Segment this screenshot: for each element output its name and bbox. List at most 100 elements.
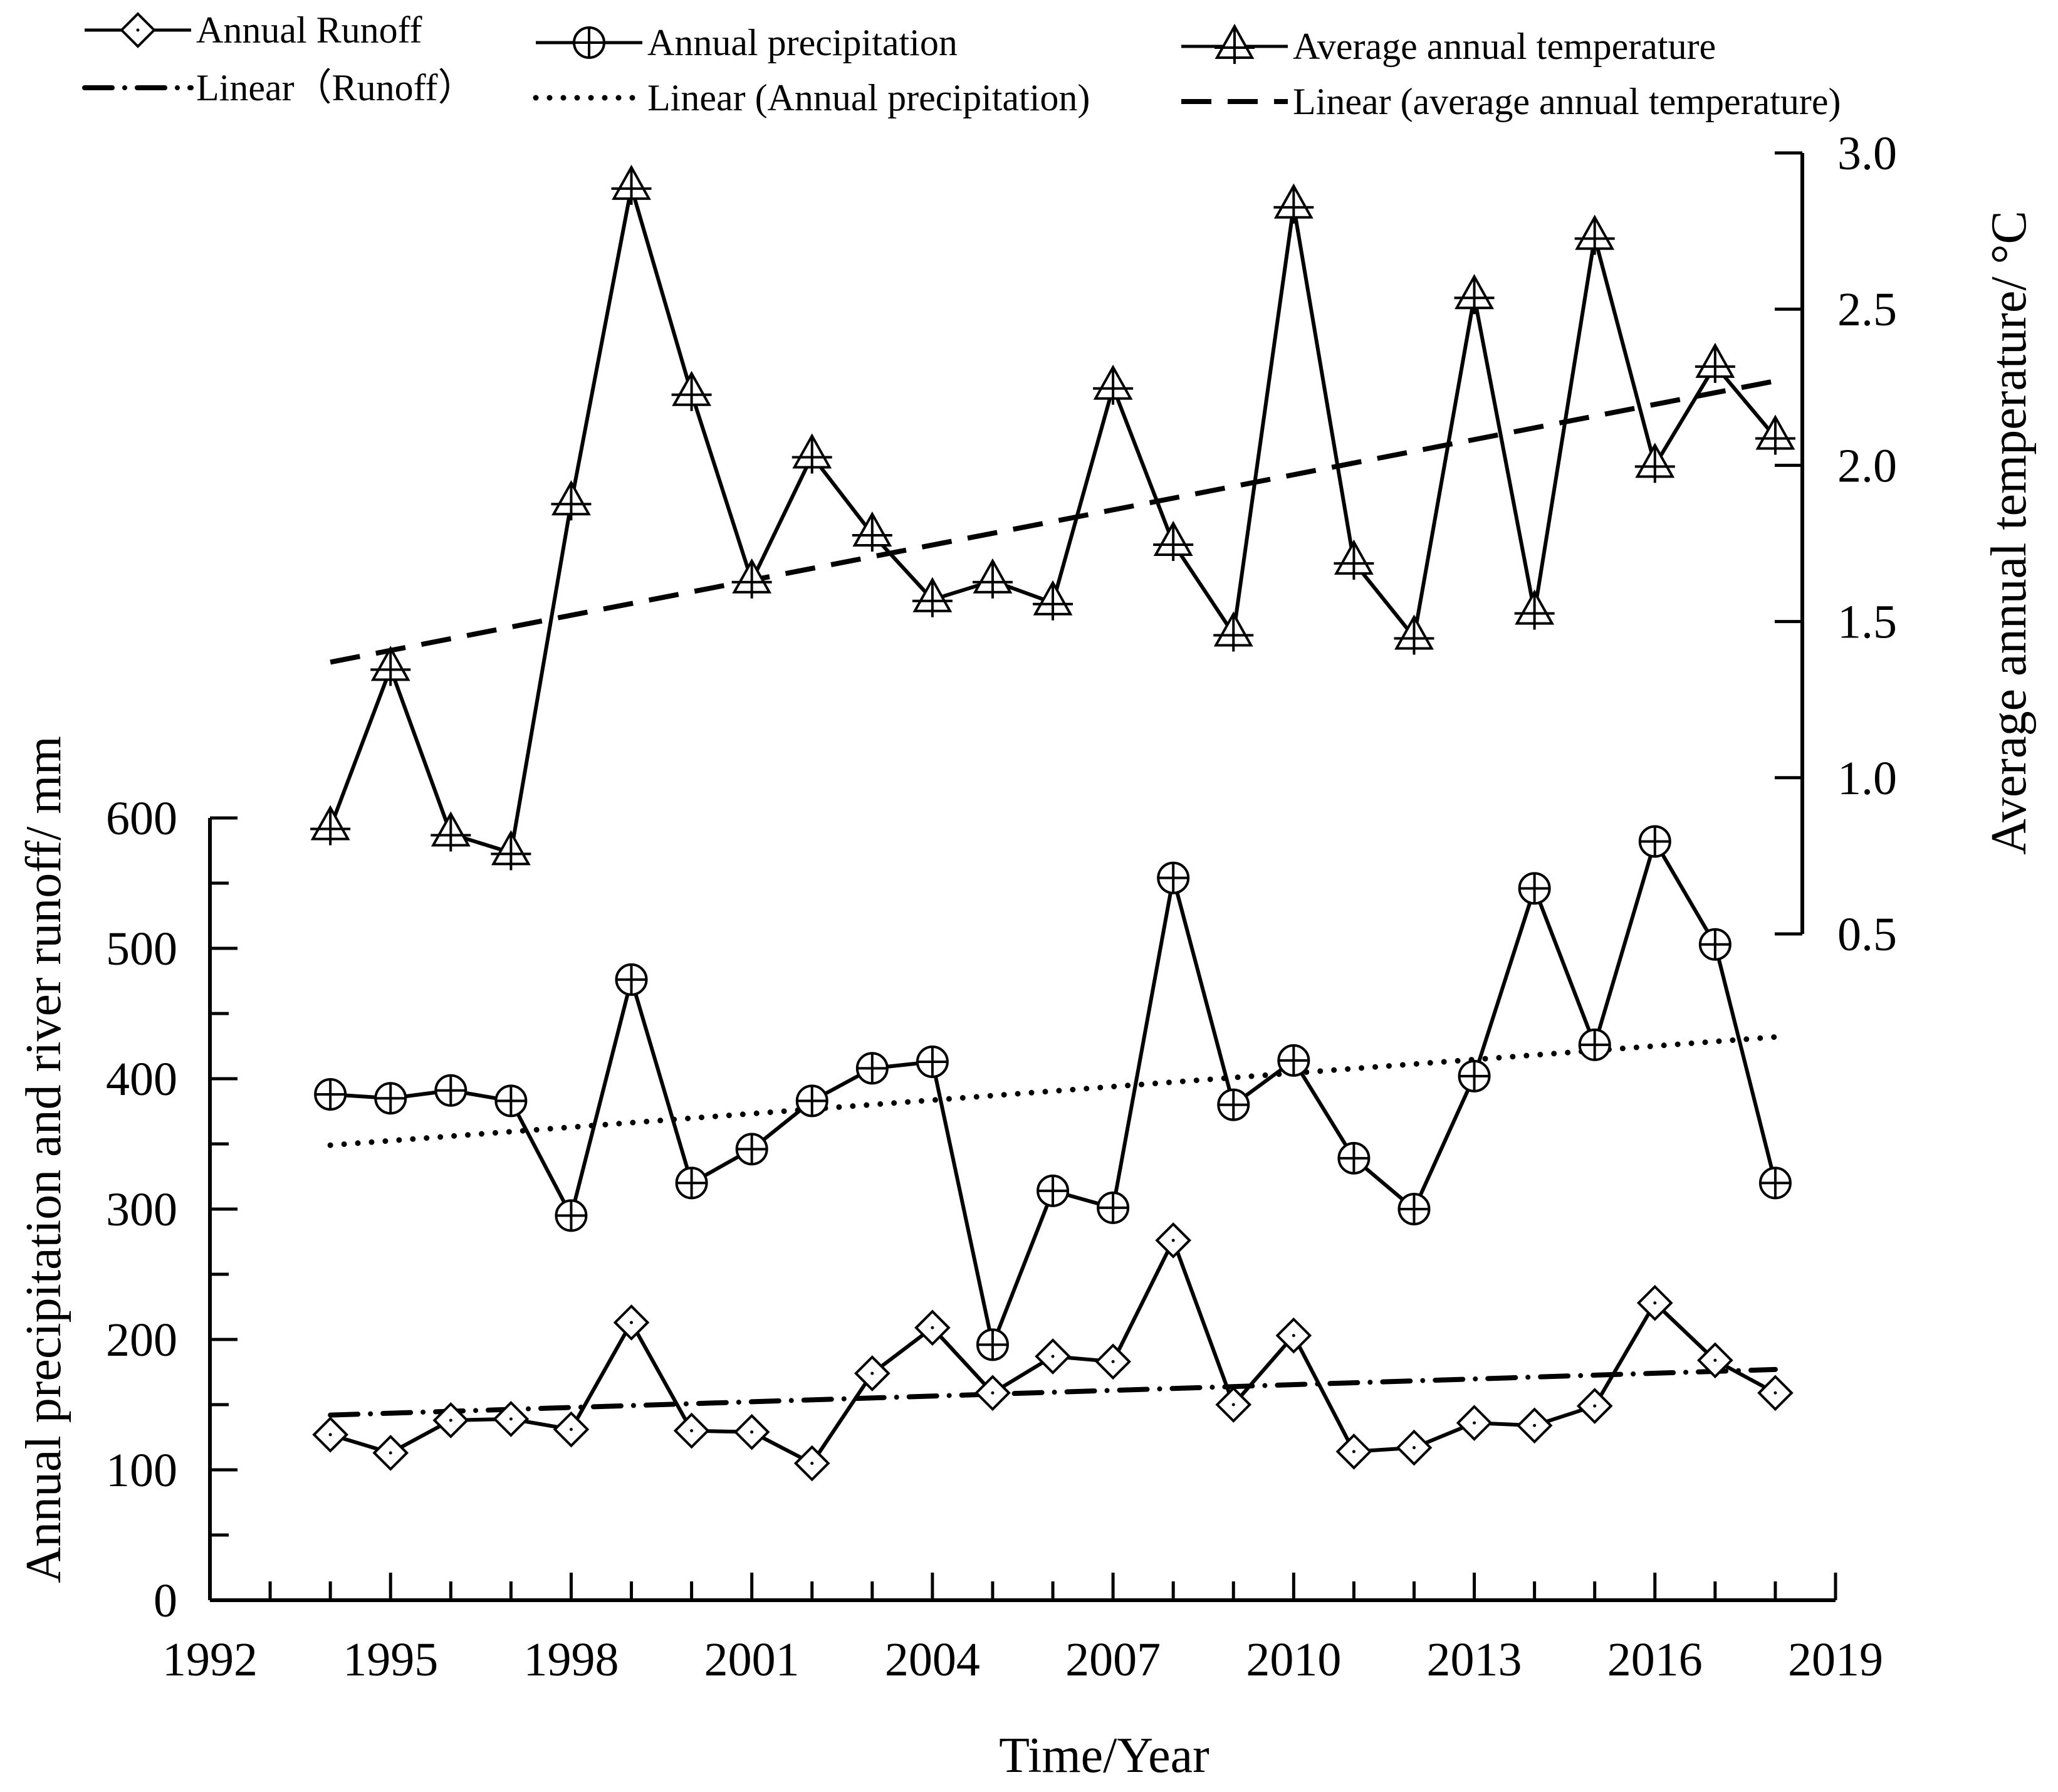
series-0-point-13 [1095,1343,1131,1380]
legend-swatch-marker [573,26,605,59]
trendline-2 [330,378,1776,665]
legend-item-1: Annual precipitation [536,22,958,63]
series-2-point-23 [1695,342,1735,383]
series-2-point-22 [1634,443,1675,483]
x-tick-label: 2007 [1065,1633,1161,1686]
series-line-2 [328,186,1777,856]
series-0-point-10 [914,1309,951,1346]
series-1-point-11 [976,1328,1009,1361]
series-2-point-1 [370,646,411,686]
series-0-point-4 [553,1411,590,1448]
legend-swatch-marker [1214,23,1255,64]
series-1-point-19 [1458,1059,1491,1092]
series-0-point-0 [312,1417,348,1453]
series-2-point-9 [852,511,892,552]
series-0-point-19 [1456,1405,1493,1441]
series-2-point-16 [1273,183,1314,224]
series-0-point-6 [673,1412,710,1449]
axes: 1992 1995 1998 2001 2004 2007 2010 2013 2016 2019… [106,127,1897,1686]
series-2-point-3 [491,830,531,871]
y2-tick-label: 1.0 [1837,752,1897,805]
y-tick-label: 400 [106,1053,177,1106]
series-0-point-7 [733,1413,770,1450]
series-2-point-18 [1394,614,1434,655]
series-0-point-15 [1215,1386,1252,1423]
series-line-1 [330,836,1777,1351]
series-0-point-8 [793,1445,830,1482]
series-1-point-0 [314,1077,347,1111]
x-tick-label: 2019 [1788,1633,1883,1686]
series-2-point-10 [912,577,953,617]
series-2-point-4 [551,480,592,521]
series-0-point-18 [1396,1429,1433,1466]
x-tick-label: 2004 [885,1633,980,1686]
series-1-point-9 [855,1052,889,1085]
series-0-point-11 [974,1375,1011,1412]
series-1-point-20 [1518,872,1551,905]
series-2-point-24 [1755,414,1795,455]
y2-axis-title: Average annual temperature/ °C [1982,211,2037,855]
series-0-point-22 [1636,1284,1673,1321]
trendline-0 [328,1366,1778,1418]
trendlines [327,378,1779,1418]
series-1-point-5 [615,963,648,996]
legend-label: Linear（Runoff） [196,67,475,108]
series-0-point-5 [613,1304,650,1341]
series-1-point-12 [1037,1174,1070,1207]
series-1-point-15 [1217,1088,1250,1121]
y-tick-label: 100 [106,1444,177,1497]
series-2-point-20 [1514,589,1555,630]
series-1-point-2 [434,1074,467,1107]
y-tick-label: 300 [106,1183,177,1236]
legend-label: Average annual temperature [1293,26,1716,67]
legend-item-2: Average annual temperature [1181,23,1716,67]
y-tick-label: 500 [106,923,177,975]
y2-tick-label: 2.0 [1837,439,1897,492]
series-1-point-7 [735,1133,768,1166]
series-1-point-6 [675,1166,708,1200]
legend-item-3: Linear（Runoff） [82,67,475,108]
series-0-point-16 [1275,1317,1312,1354]
series-0-point-17 [1335,1433,1372,1470]
series-1-point-1 [374,1082,407,1115]
series-1-point-22 [1638,825,1671,858]
series-1-point-4 [555,1199,588,1232]
series-2-point-8 [791,433,832,474]
legend-label: Linear (Annual precipitation) [647,77,1090,118]
series-0-point-23 [1697,1342,1733,1379]
series-1-point-3 [494,1084,528,1118]
y2-tick-label: 0.5 [1837,908,1897,961]
y2-tick-label: 2.5 [1837,283,1897,336]
y2-tick-label: 1.5 [1837,596,1897,649]
series-0-point-3 [493,1401,530,1437]
series-0-point-21 [1576,1388,1613,1424]
series-1-point-14 [1157,861,1190,894]
series-0-point-14 [1155,1222,1192,1259]
trendline-1 [327,1034,1779,1148]
legend-label: Annual Runoff [196,9,422,51]
series-1-point-21 [1578,1028,1611,1061]
y-axis-title: Annual precipitation and river runoff/ m… [16,736,71,1583]
series-0-point-1 [372,1435,409,1471]
x-tick-label: 2016 [1607,1633,1703,1686]
x-tick-label: 1995 [343,1633,438,1686]
y-tick-label: 200 [106,1314,177,1366]
series-1-point-10 [916,1045,949,1078]
x-tick-label: 2001 [704,1633,800,1686]
series-2-point-19 [1454,274,1495,315]
series-1-point-17 [1337,1141,1371,1175]
series-0-point-24 [1757,1375,1794,1412]
series-2-point-0 [310,805,351,846]
legend-swatch-marker [120,12,156,48]
series-2-point-15 [1213,611,1254,652]
y2-tick-label: 3.0 [1837,127,1897,180]
series-1-point-8 [795,1084,828,1118]
series-1-point-23 [1698,928,1732,961]
series-2-point-7 [731,558,772,599]
series-0-point-2 [432,1402,469,1438]
series-2-point-17 [1334,539,1374,580]
series-0-point-20 [1516,1407,1553,1444]
legend-label: Annual precipitation [647,22,958,63]
